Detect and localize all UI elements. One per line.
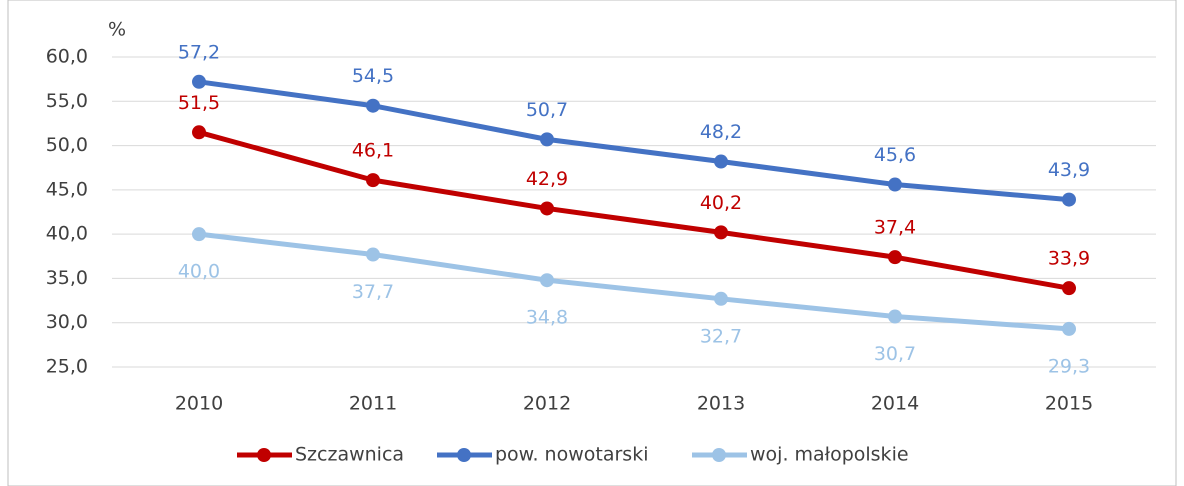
data-label: 51,5 [178,92,220,114]
legend-label: woj. małopolskie [750,444,909,466]
data-point [366,98,380,113]
y-tick-label: 60,0 [46,46,88,68]
data-point [540,201,554,216]
legend-label: pow. nowotarski [495,444,648,466]
data-label: 45,6 [874,144,916,166]
data-label: 43,9 [1048,159,1090,181]
data-point [888,309,902,324]
y-tick-label: 30,0 [46,311,88,333]
data-label: 48,2 [700,121,742,143]
data-label: 29,3 [1048,355,1090,377]
x-tick-label: 2011 [349,393,397,415]
data-label: 57,2 [178,41,220,63]
data-label: 54,5 [352,65,394,87]
data-label: 40,0 [178,261,220,283]
y-tick-label: 35,0 [46,267,88,289]
data-label: 33,9 [1048,248,1090,270]
x-tick-label: 2012 [523,393,571,415]
x-tick-label: 2015 [1045,393,1093,415]
data-point [714,154,728,169]
series-line [198,129,1070,291]
data-point [540,273,554,288]
data-point [1062,192,1076,207]
data-point [540,132,554,147]
data-point [888,250,902,265]
series-line [198,231,1070,332]
data-label: 42,9 [526,168,568,190]
data-label: 37,7 [352,281,394,303]
data-point [1062,281,1076,296]
data-point [192,227,206,242]
legend-marker [457,448,471,462]
data-label: 50,7 [526,99,568,121]
legend-marker [712,448,726,462]
x-tick-label: 2014 [871,393,919,415]
series-line [198,79,1070,203]
data-point [888,177,902,192]
data-point [366,173,380,188]
y-tick-label: 45,0 [46,178,88,200]
data-label: 37,4 [874,217,916,239]
data-label: 46,1 [352,140,394,162]
data-label: 40,2 [700,192,742,214]
y-tick-label: 25,0 [46,356,88,378]
data-point [714,225,728,240]
chart-frame [7,0,1177,486]
y-axis-label: % [108,19,126,41]
data-point [1062,321,1076,336]
y-tick-label: 50,0 [46,134,88,156]
data-point [192,74,206,89]
data-point [366,247,380,262]
data-label: 34,8 [526,307,568,329]
data-label: 30,7 [874,343,916,365]
data-point [714,291,728,306]
y-tick-label: 55,0 [46,90,88,112]
data-label: 32,7 [700,325,742,347]
x-tick-label: 2013 [697,393,745,415]
data-point [192,125,206,140]
legend-marker [257,448,271,462]
y-tick-label: 40,0 [46,223,88,245]
x-tick-label: 2010 [175,393,223,415]
legend-label: Szczawnica [295,444,404,466]
